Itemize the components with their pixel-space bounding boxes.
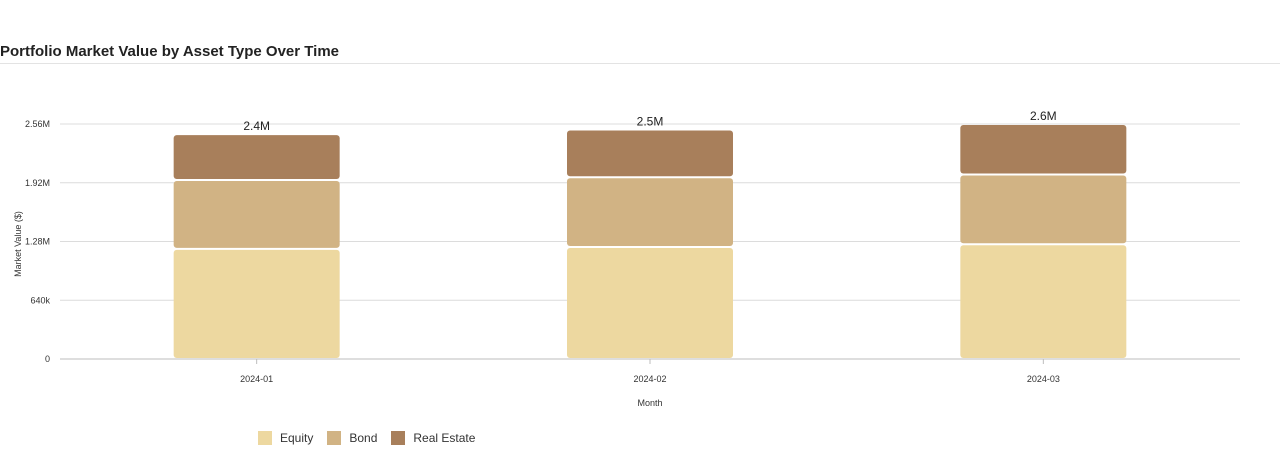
legend-swatch bbox=[258, 431, 272, 445]
legend-label: Equity bbox=[280, 431, 314, 445]
legend-label: Bond bbox=[349, 431, 378, 445]
y-tick-label: 2.56M bbox=[25, 119, 50, 129]
bar-real-estate-2024-02[interactable] bbox=[567, 130, 733, 177]
bar-bond-2024-01[interactable] bbox=[173, 180, 340, 248]
title-divider bbox=[0, 63, 1280, 64]
bar-equity-2024-01[interactable] bbox=[173, 249, 340, 358]
bar-real-estate-2024-03[interactable] bbox=[960, 125, 1127, 174]
bar-bond-2024-03[interactable] bbox=[960, 175, 1127, 244]
x-tick-label: 2024-02 bbox=[633, 374, 666, 384]
legend-item-real-estate[interactable]: Real Estate bbox=[391, 431, 475, 445]
legend-swatch bbox=[391, 431, 406, 445]
bar-equity-2024-03[interactable] bbox=[960, 245, 1127, 358]
bar-equity-2024-02[interactable] bbox=[567, 248, 733, 358]
bar-total-label: 2.4M bbox=[243, 119, 270, 133]
y-axis-label: Market Value ($) bbox=[13, 211, 23, 277]
legend-item-bond[interactable]: Bond bbox=[327, 431, 377, 445]
y-tick-label: 640k bbox=[30, 295, 50, 305]
bar-total-label: 2.5M bbox=[637, 115, 664, 129]
x-tick-label: 2024-03 bbox=[1027, 374, 1060, 384]
y-tick-label: 0 bbox=[45, 354, 50, 364]
y-axis-ticks: 0 640k 1.28M 1.92M 2.56M bbox=[25, 119, 51, 364]
total-labels: 2.4M 2.5M 2.6M bbox=[243, 109, 1056, 133]
y-tick-label: 1.28M bbox=[25, 237, 50, 247]
bar-bond-2024-02[interactable] bbox=[567, 178, 733, 247]
legend-label: Real Estate bbox=[413, 431, 476, 445]
bar-total-label: 2.6M bbox=[1030, 109, 1057, 123]
bar-real-estate-2024-01[interactable] bbox=[173, 135, 340, 179]
x-tick-label: 2024-01 bbox=[240, 374, 273, 384]
y-tick-label: 1.92M bbox=[25, 178, 50, 188]
bars bbox=[173, 125, 1127, 358]
legend: Equity Bond Real Estate bbox=[258, 431, 475, 445]
x-axis-label: Month bbox=[637, 398, 662, 408]
legend-item-equity[interactable]: Equity bbox=[258, 431, 313, 445]
chart-title: Portfolio Market Value by Asset Type Ove… bbox=[0, 43, 340, 60]
legend-swatch bbox=[327, 431, 342, 445]
x-axis-ticks: 2024-01 2024-02 2024-03 bbox=[240, 359, 1060, 384]
